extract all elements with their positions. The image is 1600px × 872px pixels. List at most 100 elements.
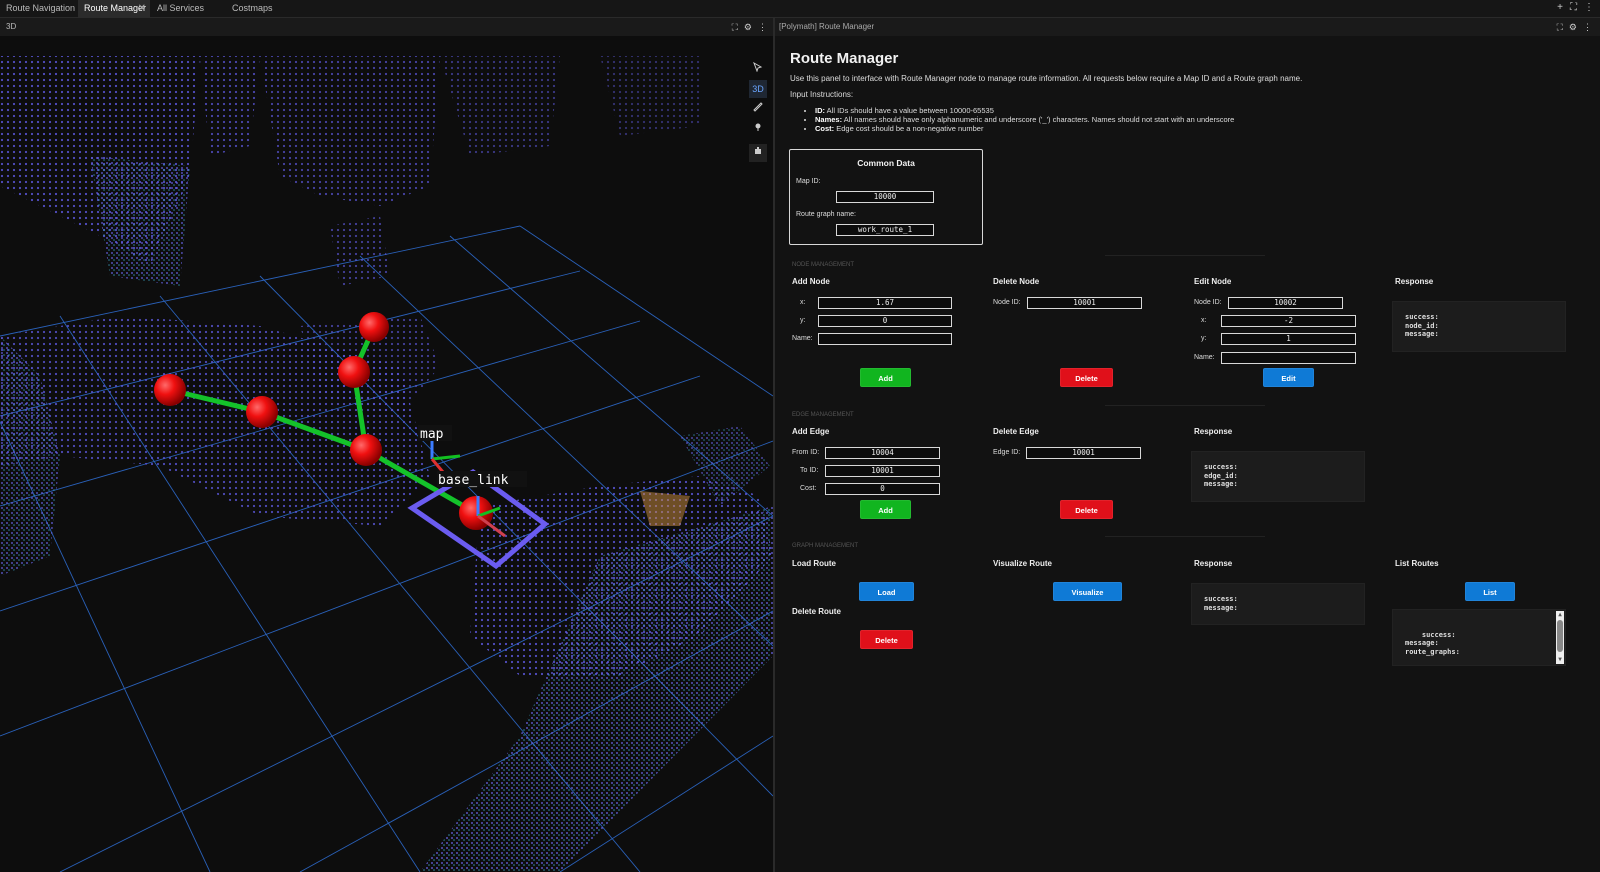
settings-icon[interactable]: ⚙	[1568, 22, 1577, 32]
instructions-list: ID: All IDs should have a value between …	[815, 106, 1234, 133]
instruction-item: ID: All IDs should have a value between …	[815, 106, 1234, 115]
add-node-title: Add Node	[792, 277, 830, 286]
window-actions: + ⛶ ⋮	[1550, 2, 1594, 13]
list-routes-response-box[interactable]: success: message: route_graphs: ▲ ▼	[1392, 609, 1566, 666]
frame-label-map-bg	[418, 425, 452, 441]
fullscreen-icon[interactable]: ⛶	[731, 22, 738, 32]
add-node-x-input[interactable]: 1.67	[818, 297, 952, 309]
tab-route-navigation[interactable]: Route Navigation	[0, 0, 78, 18]
node-response-title: Response	[1395, 277, 1434, 286]
load-route-title: Load Route	[792, 559, 836, 568]
delete-node-id-input[interactable]: 10001	[1027, 297, 1142, 309]
route-node[interactable]	[154, 374, 186, 406]
visualize-route-title: Visualize Route	[993, 559, 1052, 568]
list-routes-button[interactable]: List	[1465, 582, 1515, 601]
edit-node-button[interactable]: Edit	[1263, 368, 1314, 387]
edit-node-name-label: Name:	[1194, 354, 1215, 361]
node-response-box: success: node_id: message:	[1392, 301, 1566, 352]
edge-response-title: Response	[1194, 427, 1233, 436]
map-id-input[interactable]: 10000	[836, 191, 934, 203]
common-data-box: Common Data Map ID: 10000 Route graph na…	[789, 149, 983, 245]
delete-edge-id-input[interactable]: 10001	[1026, 447, 1141, 459]
add-node-button[interactable]: Add	[860, 368, 911, 387]
tab-costmaps[interactable]: Costmaps	[226, 0, 300, 18]
add-node-y-input[interactable]: 0	[818, 315, 952, 327]
add-node-y-label: y:	[800, 317, 806, 324]
more-icon[interactable]: ⋮	[1583, 22, 1592, 32]
delete-node-button[interactable]: Delete	[1060, 368, 1113, 387]
visualize-route-button[interactable]: Visualize	[1053, 582, 1122, 601]
separator	[1105, 536, 1265, 537]
cost-input[interactable]: 0	[825, 483, 940, 495]
edit-node-y-input[interactable]: 1	[1221, 333, 1356, 345]
graph-response-title: Response	[1194, 559, 1233, 568]
scroll-up-icon[interactable]: ▲	[1558, 611, 1562, 618]
delete-node-title: Delete Node	[993, 277, 1040, 286]
delete-edge-id-label: Edge ID:	[993, 449, 1021, 456]
add-node-x-label: x:	[800, 299, 806, 306]
to-id-label: To ID:	[800, 467, 819, 474]
delete-route-button[interactable]: Delete	[860, 630, 913, 649]
route-node[interactable]	[350, 434, 382, 466]
delete-route-title: Delete Route	[792, 607, 841, 616]
node-section-label: NODE MANAGEMENT	[792, 262, 855, 268]
pin-icon[interactable]	[749, 120, 767, 138]
add-icon[interactable]: +	[1557, 2, 1563, 13]
tab-all-services[interactable]: All Services	[151, 0, 225, 18]
route-node[interactable]	[246, 396, 278, 428]
settings-icon[interactable]: ⚙	[743, 22, 752, 32]
list-routes-response-text: success: message: route_graphs:	[1405, 630, 1460, 656]
tab-label: Costmaps	[232, 3, 273, 13]
cost-label: Cost:	[800, 485, 817, 492]
panel-3d-header: 3D ⛶ ⚙ ⋮	[0, 18, 773, 36]
3d-viewport[interactable]: map base_link	[0, 36, 773, 872]
load-route-button[interactable]: Load	[859, 582, 914, 601]
scrollbar-thumb[interactable]	[1557, 620, 1563, 652]
add-node-name-label: Name:	[792, 335, 813, 342]
edit-node-name-input[interactable]	[1221, 352, 1356, 364]
3d-toggle-button[interactable]: 3D	[749, 80, 767, 98]
edge-response-box: success: edge_id: message:	[1191, 451, 1365, 502]
route-node[interactable]	[338, 356, 370, 388]
from-id-label: From ID:	[792, 449, 820, 456]
from-id-input[interactable]: 10004	[825, 447, 940, 459]
delete-edge-button[interactable]: Delete	[1060, 500, 1113, 519]
add-edge-button[interactable]: Add	[860, 500, 911, 519]
route-graph-name-input[interactable]: work_route_1	[836, 224, 934, 236]
tab-label: Route Navigation	[6, 3, 76, 13]
scrollbar[interactable]: ▲ ▼	[1556, 611, 1564, 664]
tab-label: All Services	[157, 3, 205, 13]
pointer-icon[interactable]	[749, 60, 767, 78]
scroll-down-icon[interactable]: ▼	[1558, 655, 1562, 663]
panel-3d-title: 3D	[6, 22, 17, 31]
edit-node-x-input[interactable]: -2	[1221, 315, 1356, 327]
to-id-input[interactable]: 10001	[825, 465, 940, 477]
common-data-title: Common Data	[857, 158, 915, 168]
graph-response-box: success: message:	[1191, 583, 1365, 625]
frame-label-map: map	[420, 427, 444, 442]
add-edge-title: Add Edge	[792, 427, 830, 436]
more-icon[interactable]: ⋮	[758, 22, 767, 32]
fullscreen-icon[interactable]: ⛶	[1570, 2, 1577, 13]
edit-node-title: Edit Node	[1194, 277, 1232, 286]
panel-divider[interactable]	[773, 18, 775, 872]
panel-3d: 3D ⛶ ⚙ ⋮	[0, 18, 773, 872]
separator	[1105, 255, 1265, 256]
instructions-label: Input Instructions:	[790, 90, 854, 99]
ruler-icon[interactable]	[749, 100, 767, 118]
page-title: Route Manager	[790, 50, 899, 67]
map-id-label: Map ID:	[796, 178, 821, 185]
panel-header-title: [Polymath] Route Manager	[779, 22, 875, 31]
route-node[interactable]	[359, 312, 389, 342]
panel-header: [Polymath] Route Manager ⛶ ⚙ ⋮	[775, 18, 1600, 36]
tab-route-manager[interactable]: Route Manager ✕	[78, 0, 150, 18]
more-icon[interactable]: ⋮	[1584, 2, 1594, 13]
camera-icon[interactable]	[749, 144, 767, 162]
close-icon[interactable]: ✕	[137, 3, 146, 14]
3d-toggle-label: 3D	[752, 84, 764, 94]
delete-node-id-label: Node ID:	[993, 299, 1021, 306]
fullscreen-icon[interactable]: ⛶	[1556, 22, 1563, 32]
edit-node-id-input[interactable]: 10002	[1228, 297, 1343, 309]
edge-section-label: EDGE MANAGEMENT	[792, 412, 854, 418]
add-node-name-input[interactable]	[818, 333, 952, 345]
